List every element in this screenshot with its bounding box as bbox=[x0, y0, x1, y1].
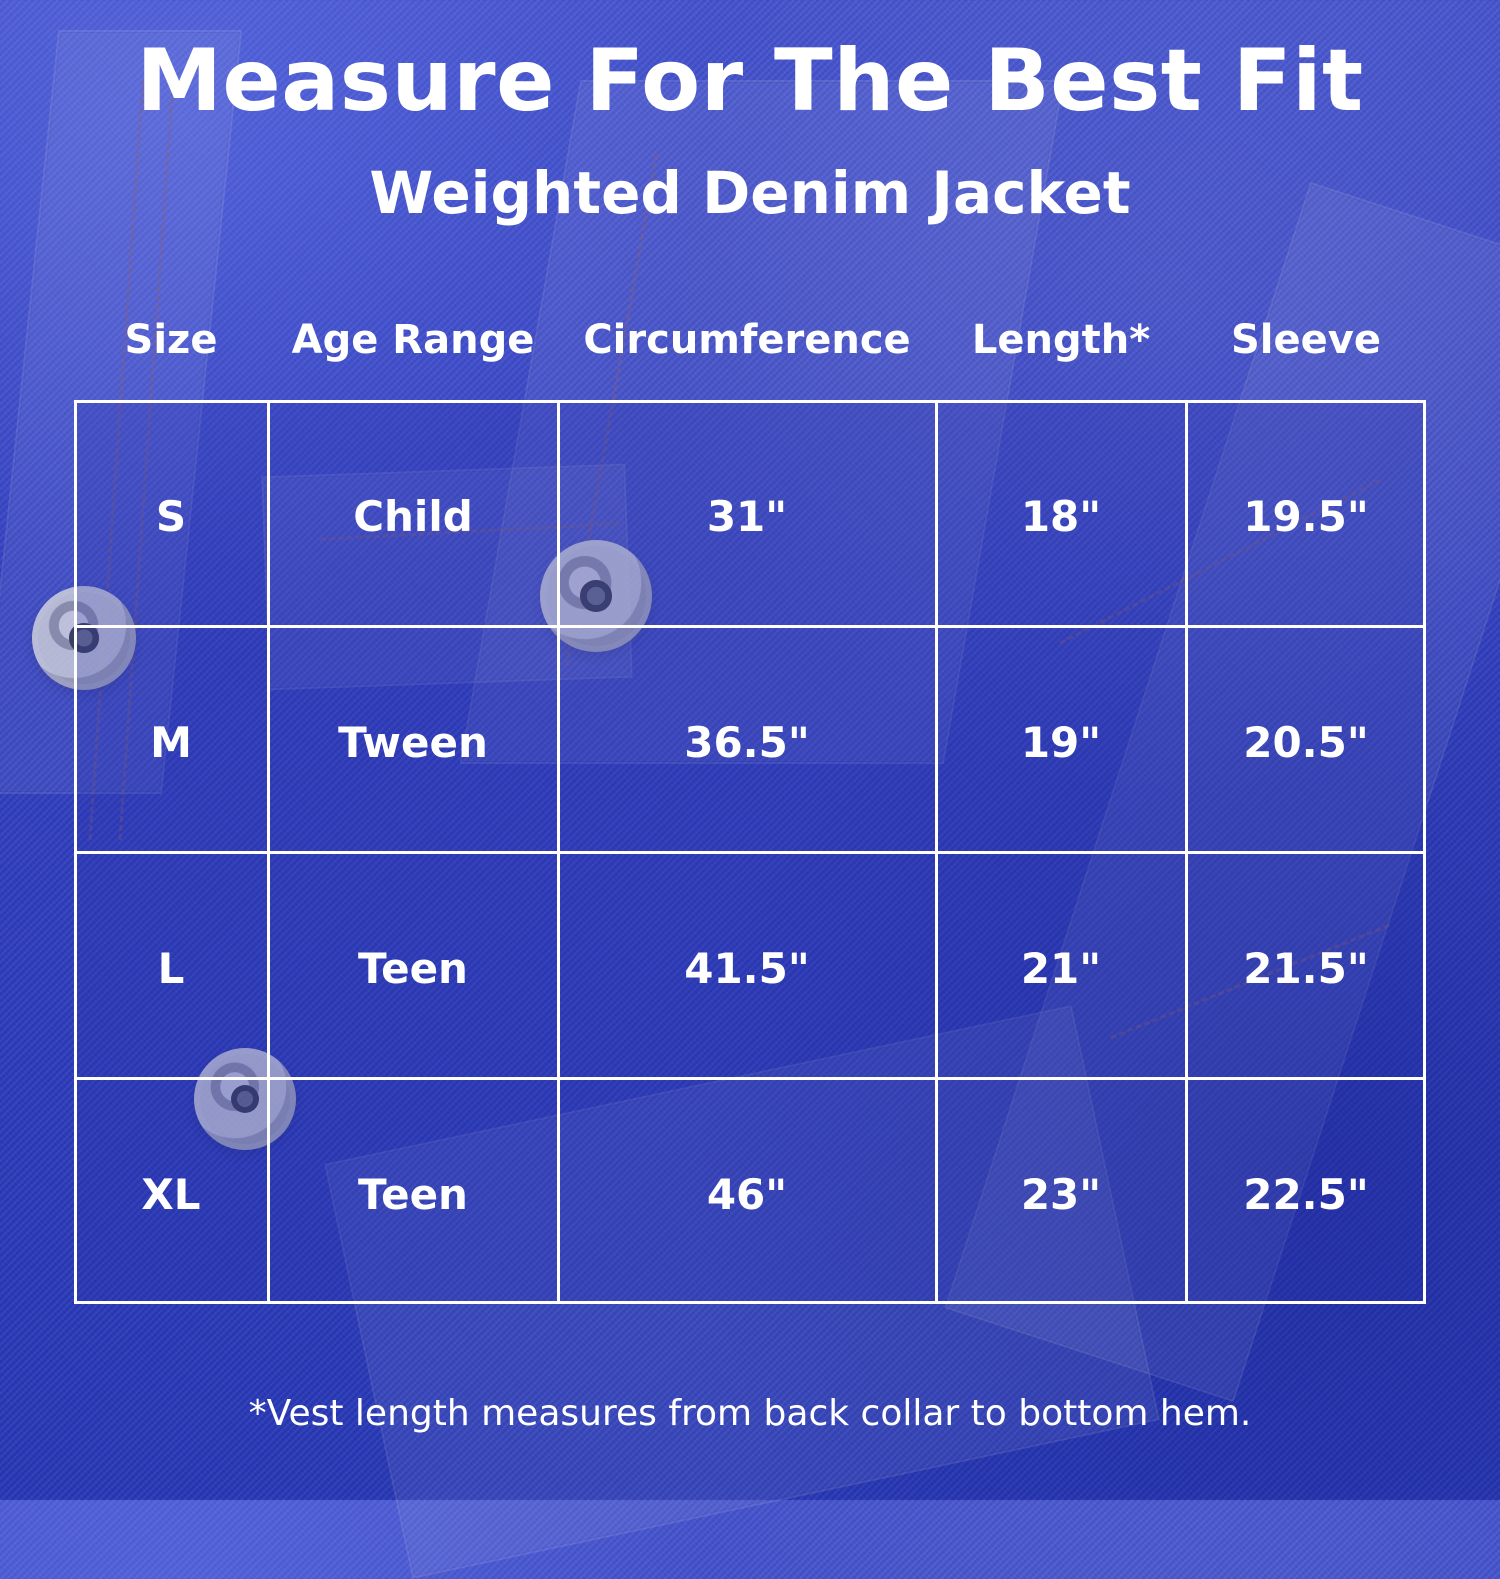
table-cell-age-range: Teen bbox=[358, 1170, 468, 1219]
table-cell-length: 18" bbox=[1020, 492, 1102, 541]
page-subtitle: Weighted Denim Jacket bbox=[369, 159, 1131, 227]
table-cell-length: 21" bbox=[1020, 944, 1102, 993]
table-row-divider bbox=[74, 1077, 1426, 1080]
table-cell-circumference: 36.5" bbox=[684, 718, 810, 767]
table-cell-size: XL bbox=[141, 1170, 201, 1219]
table-cell-age-range: Teen bbox=[358, 944, 468, 993]
table-cell-size: M bbox=[150, 718, 192, 767]
header-size: Size bbox=[124, 317, 218, 363]
table-cell-length: 19" bbox=[1020, 718, 1102, 767]
table-row-divider bbox=[74, 625, 1426, 628]
table-cell-sleeve: 21.5" bbox=[1243, 944, 1369, 993]
table-cell-sleeve: 22.5" bbox=[1243, 1170, 1369, 1219]
table-cell-size: L bbox=[157, 944, 185, 993]
header-length: Length* bbox=[971, 317, 1151, 363]
length-footnote: *Vest length measures from back collar t… bbox=[248, 1393, 1252, 1434]
table-cell-size: S bbox=[155, 492, 187, 541]
table-cell-sleeve: 20.5" bbox=[1243, 718, 1369, 767]
table-cell-circumference: 31" bbox=[706, 492, 788, 541]
table-cell-age-range: Child bbox=[353, 492, 473, 541]
table-cell-circumference: 46" bbox=[706, 1170, 788, 1219]
table-cell-length: 23" bbox=[1020, 1170, 1102, 1219]
table-row-divider bbox=[74, 851, 1426, 854]
table-cell-age-range: Tween bbox=[338, 718, 488, 767]
table-cell-circumference: 41.5" bbox=[684, 944, 810, 993]
header-circumference: Circumference bbox=[583, 317, 911, 363]
header-sleeve: Sleeve bbox=[1231, 317, 1381, 363]
header-age-range: Age Range bbox=[291, 317, 535, 363]
page-title: Measure For The Best Fit bbox=[136, 31, 1364, 131]
table-cell-sleeve: 19.5" bbox=[1243, 492, 1369, 541]
